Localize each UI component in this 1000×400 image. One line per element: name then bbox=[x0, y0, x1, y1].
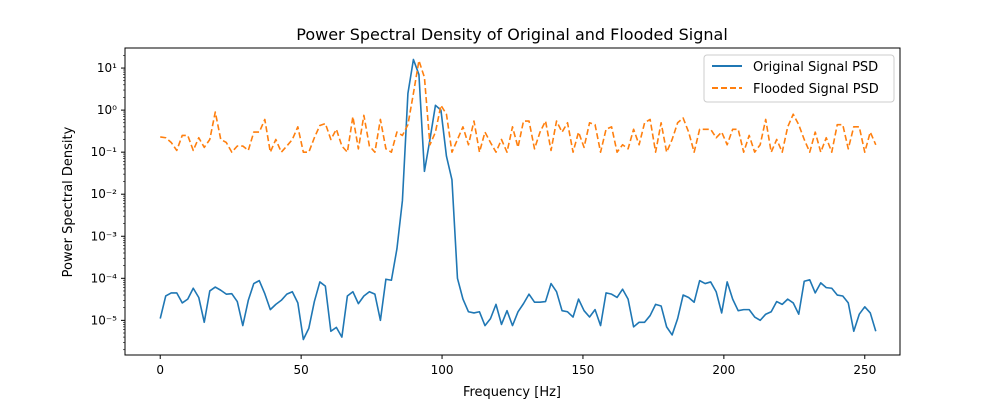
x-tick-label: 100 bbox=[431, 363, 454, 377]
y-tick-label: 10⁻² bbox=[91, 187, 118, 201]
x-tick-label: 250 bbox=[853, 363, 876, 377]
legend-label-flooded: Flooded Signal PSD bbox=[753, 82, 879, 97]
y-axis-label: Power Spectral Density bbox=[61, 126, 76, 277]
x-tick-label: 0 bbox=[156, 363, 164, 377]
y-tick-label: 10⁻¹ bbox=[91, 145, 118, 159]
legend-label-original: Original Signal PSD bbox=[753, 60, 878, 75]
x-tick-label: 200 bbox=[712, 363, 735, 377]
legend: Original Signal PSD Flooded Signal PSD bbox=[703, 54, 895, 103]
chart-title: Power Spectral Density of Original and F… bbox=[296, 25, 728, 44]
plot-frame bbox=[124, 47, 901, 356]
legend-box bbox=[703, 54, 895, 103]
x-tick-label: 150 bbox=[572, 363, 595, 377]
y-tick-label: 10¹ bbox=[97, 61, 117, 75]
y-tick-label: 10⁻⁵ bbox=[91, 313, 118, 327]
y-tick-label: 10⁻³ bbox=[91, 229, 118, 243]
y-tick-label: 10⁻⁴ bbox=[91, 271, 118, 285]
series-line-flooded bbox=[160, 59, 877, 153]
x-axis-label: Frequency [Hz] bbox=[463, 385, 561, 400]
series-line-original bbox=[159, 58, 877, 341]
y-tick-label: 10⁰ bbox=[97, 103, 117, 117]
x-tick-label: 50 bbox=[293, 363, 308, 377]
